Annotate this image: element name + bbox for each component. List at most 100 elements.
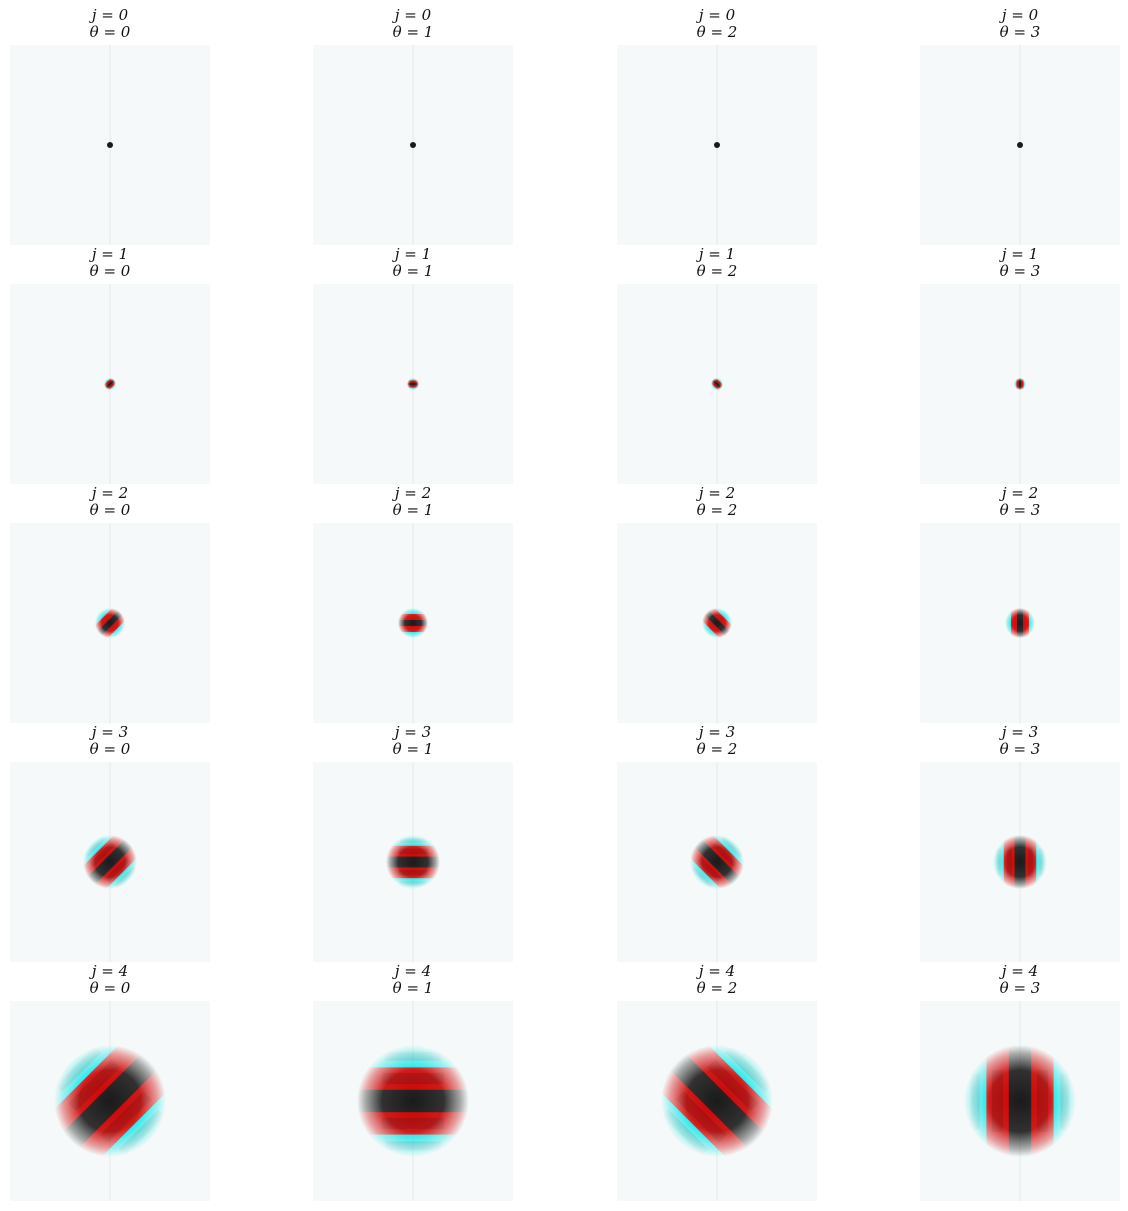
filter-band-core — [696, 857, 722, 883]
orientation-label: θ = 1 — [392, 740, 434, 758]
filter-image — [920, 523, 1120, 723]
filter-band — [1015, 374, 1019, 394]
filter-band-core — [725, 1046, 772, 1093]
filter-band — [634, 1082, 736, 1184]
scale-label: j = 3 — [698, 723, 736, 741]
filter-band — [102, 615, 135, 648]
filter-band-core — [991, 1070, 1004, 1132]
filter-band — [99, 851, 152, 904]
filter-blob — [963, 1041, 1076, 1161]
filter-band — [1010, 604, 1017, 642]
filter-band-core — [398, 848, 428, 854]
filter-band-core — [89, 841, 115, 867]
filter-band — [690, 836, 743, 889]
filter-band — [403, 380, 423, 384]
orientation-label: θ = 2 — [696, 23, 738, 41]
filter-band — [90, 603, 122, 635]
filter-blob — [403, 378, 423, 391]
scale-label: j = 1 — [91, 245, 129, 263]
filter-band-core — [399, 838, 427, 843]
filter-band — [706, 377, 724, 395]
filter-image — [10, 45, 210, 245]
filter-image — [313, 284, 513, 484]
orientation-label: θ = 0 — [89, 740, 131, 758]
scale-label: j = 3 — [91, 723, 129, 741]
filter-blob — [107, 142, 113, 148]
filter-band — [94, 607, 126, 639]
orientation-label: θ = 1 — [392, 979, 434, 997]
filter-band — [403, 385, 423, 389]
filter-band-core — [707, 1059, 759, 1111]
filter-image — [920, 284, 1120, 484]
filter-band-core — [385, 1141, 441, 1151]
filter-band — [105, 379, 122, 396]
filter-image — [617, 523, 817, 723]
filter-blob — [714, 142, 720, 148]
filter-band — [100, 374, 117, 391]
filter-band-core — [1028, 847, 1034, 877]
filter-band-core — [970, 1073, 980, 1129]
filter-band — [394, 620, 432, 627]
filter-band — [706, 820, 759, 873]
filter-band — [1053, 1041, 1076, 1161]
filter-band — [712, 372, 729, 389]
filter-band — [705, 603, 737, 635]
filter-band — [403, 378, 423, 381]
filter-band-core — [1060, 1073, 1070, 1129]
filter-band-core — [55, 1046, 102, 1093]
scale-label: j = 2 — [91, 484, 129, 502]
filter-band-core — [382, 1117, 444, 1129]
filter-band — [697, 1018, 800, 1121]
filter-band — [1016, 604, 1023, 642]
filter-band — [394, 632, 432, 639]
filter-band-core — [1036, 1070, 1048, 1132]
filter-blob — [705, 372, 729, 396]
filter-band — [103, 377, 121, 395]
filter-band — [963, 1041, 987, 1161]
filter-band — [1004, 604, 1011, 642]
filter-band — [696, 611, 729, 644]
filter-band — [394, 608, 432, 615]
orientation-label: θ = 1 — [392, 501, 434, 519]
filter-image — [10, 762, 210, 962]
scale-label: j = 2 — [698, 484, 736, 502]
filter-band — [710, 374, 727, 391]
filter-band-core — [385, 1051, 441, 1061]
filter-image — [617, 45, 817, 245]
filter-band — [701, 607, 733, 639]
orientation-label: θ = 2 — [696, 501, 738, 519]
orientation-label: θ = 2 — [696, 262, 738, 280]
scale-label: j = 2 — [394, 484, 432, 502]
scale-label: j = 4 — [1001, 962, 1039, 980]
filter-band-core — [712, 841, 738, 867]
filter-band — [992, 831, 1004, 893]
filter-image — [313, 1001, 513, 1201]
filter-band-core — [105, 857, 131, 883]
scale-label: j = 0 — [1001, 6, 1039, 24]
filter-band — [705, 379, 722, 396]
orientation-label: θ = 1 — [392, 262, 434, 280]
filter-blob — [382, 835, 444, 890]
filter-band — [403, 387, 423, 391]
filter-band-core — [721, 835, 744, 858]
scale-label: j = 0 — [91, 6, 129, 24]
filter-band-core — [662, 1109, 709, 1156]
scale-label: j = 4 — [394, 962, 432, 980]
orientation-label: θ = 0 — [89, 23, 131, 41]
filter-band — [692, 615, 725, 648]
filter-image — [10, 284, 210, 484]
filter-band-core — [100, 1091, 152, 1143]
orientation-label: θ = 0 — [89, 501, 131, 519]
filter-band — [84, 836, 137, 889]
filter-band — [1008, 1041, 1032, 1161]
filter-band — [403, 382, 423, 386]
filter-image — [617, 1001, 817, 1201]
filter-blob — [98, 372, 122, 396]
filter-blob — [27, 1018, 193, 1184]
filter-image — [313, 762, 513, 962]
filter-band — [666, 1050, 768, 1152]
filter-band — [382, 835, 444, 847]
filter-band — [382, 878, 444, 890]
orientation-label: θ = 1 — [392, 23, 434, 41]
filter-band — [1023, 374, 1026, 394]
